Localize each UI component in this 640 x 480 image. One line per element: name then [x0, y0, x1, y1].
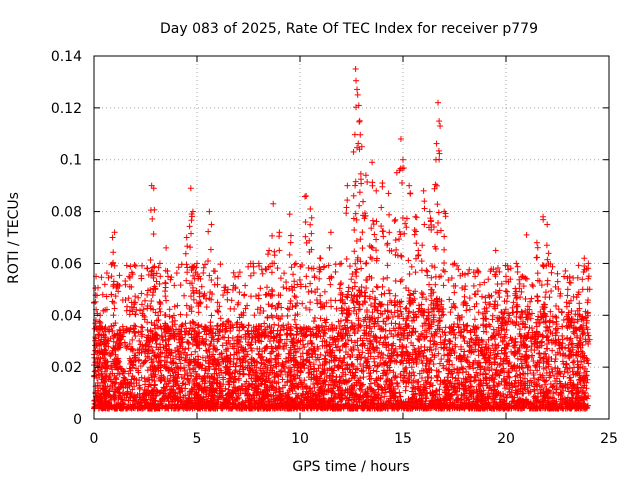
data-point — [527, 315, 534, 322]
data-point — [470, 365, 477, 372]
data-point — [514, 355, 521, 362]
grid-lines — [94, 56, 609, 419]
data-point — [438, 356, 445, 363]
data-point — [428, 375, 435, 381]
data-point — [460, 333, 467, 340]
data-point — [396, 389, 403, 396]
data-point — [304, 340, 311, 347]
data-point — [420, 291, 427, 298]
data-point — [467, 335, 474, 342]
data-points — [91, 65, 593, 412]
data-point — [321, 355, 328, 362]
data-point — [517, 339, 524, 346]
data-point — [477, 370, 484, 377]
data-point — [536, 350, 543, 357]
data-point — [494, 350, 501, 357]
data-point — [135, 357, 142, 364]
data-point — [378, 291, 385, 298]
data-point — [152, 381, 159, 388]
data-point — [529, 310, 536, 317]
data-point — [436, 318, 443, 325]
data-point — [317, 351, 324, 358]
data-point — [375, 383, 382, 390]
data-point — [416, 337, 423, 344]
data-point — [528, 354, 535, 361]
data-point — [381, 290, 388, 297]
data-point — [564, 369, 571, 376]
chart-title: Day 083 of 2025, Rate Of TEC Index for r… — [160, 21, 538, 37]
data-point — [508, 337, 515, 344]
data-point — [471, 377, 478, 384]
data-point — [367, 380, 374, 387]
data-point — [121, 339, 128, 346]
data-point — [192, 348, 199, 355]
data-point — [336, 347, 343, 354]
data-point — [396, 321, 403, 328]
data-point — [366, 323, 373, 330]
data-point — [362, 292, 369, 299]
data-point — [501, 309, 508, 316]
data-point — [576, 311, 583, 318]
data-point — [492, 341, 499, 348]
data-point — [414, 379, 421, 386]
data-point — [568, 308, 575, 315]
data-point — [221, 334, 228, 341]
data-point — [248, 347, 255, 354]
data-point — [339, 310, 346, 317]
data-point — [138, 328, 145, 335]
data-point — [360, 374, 367, 381]
data-point — [444, 374, 451, 381]
data-point — [188, 351, 195, 358]
data-point — [166, 335, 173, 342]
data-point — [373, 368, 380, 375]
data-point — [385, 287, 392, 294]
data-point — [485, 390, 492, 397]
data-point — [359, 368, 366, 375]
data-point — [132, 333, 139, 340]
data-point — [271, 321, 278, 328]
data-point — [403, 304, 410, 311]
data-point — [348, 337, 355, 344]
data-point — [452, 334, 459, 341]
data-point — [519, 365, 526, 372]
data-point — [441, 340, 448, 347]
data-point — [139, 324, 146, 331]
data-point — [415, 345, 422, 352]
